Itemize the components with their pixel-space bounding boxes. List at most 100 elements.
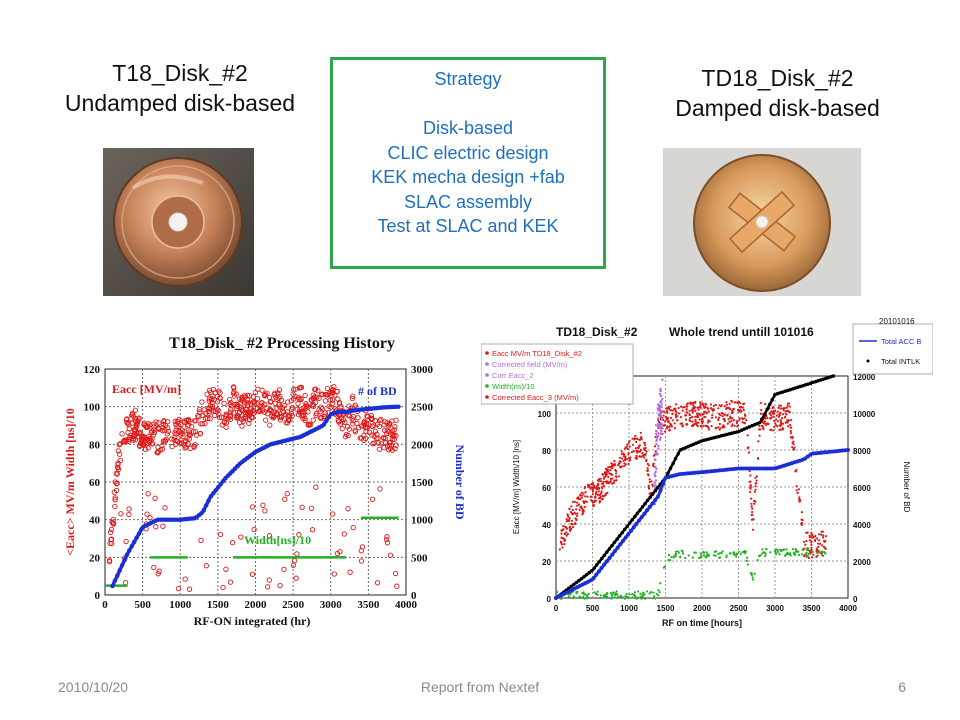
eacc-point	[596, 486, 599, 489]
eacc-point	[568, 517, 571, 520]
legend-entry: Width(ns)/10	[492, 382, 535, 391]
eacc-point	[564, 525, 567, 528]
eacc-point	[619, 465, 622, 468]
eacc-point	[730, 419, 733, 423]
eacc-point	[245, 410, 251, 417]
eacc-point	[290, 562, 297, 568]
eacc-point	[358, 548, 364, 554]
eacc-point	[786, 402, 789, 405]
eacc-point	[576, 512, 579, 515]
eacc-point	[115, 466, 122, 473]
eacc-point	[131, 427, 137, 433]
width-point	[657, 589, 660, 592]
width-point	[667, 559, 670, 562]
eacc-point	[147, 439, 153, 446]
intlk-curve-point	[630, 518, 635, 522]
eacc-point	[702, 420, 705, 423]
width-point	[679, 555, 682, 558]
eacc-point	[688, 413, 691, 416]
y-axis-label: Eacc [MV/m] Width/10 [ns]	[512, 440, 521, 534]
eacc-point	[378, 441, 385, 447]
bd-curve-point	[129, 544, 134, 549]
eacc-point	[107, 529, 114, 536]
eacc-point	[677, 406, 680, 410]
eacc-point	[706, 406, 709, 409]
eacc-point	[604, 492, 607, 495]
width-point	[702, 554, 705, 557]
legend-entry: Corr Eacc_2	[492, 371, 534, 380]
eacc-point	[581, 494, 584, 497]
eacc-point	[704, 403, 708, 406]
eacc-point	[714, 403, 717, 406]
eacc-point	[181, 428, 188, 434]
eacc-point	[684, 414, 687, 417]
acc-curve-point	[639, 515, 644, 520]
eacc-point	[292, 386, 299, 392]
eacc-point	[255, 386, 261, 392]
eacc-point	[719, 405, 723, 408]
bd-curve-point	[117, 568, 122, 573]
eacc-point	[117, 441, 123, 447]
width-point	[639, 592, 642, 595]
eacc-point	[386, 440, 392, 446]
eacc-point	[277, 393, 283, 400]
eacc-point	[821, 544, 824, 547]
eacc-point	[748, 470, 751, 473]
eacc-point	[784, 410, 787, 413]
width-point	[717, 552, 720, 555]
eacc-point	[728, 420, 731, 423]
width-point	[756, 559, 759, 562]
field-point	[658, 438, 662, 441]
width-point	[691, 556, 694, 559]
eacc-point	[238, 404, 244, 410]
eacc-point	[312, 386, 318, 393]
x-tick-label: 2500	[282, 599, 305, 611]
width-point	[674, 550, 677, 553]
x-tick-label: 500	[586, 604, 600, 613]
x-tick-label: 3500	[803, 604, 821, 613]
eacc-point	[789, 423, 792, 427]
eacc-point	[279, 405, 286, 411]
eacc-point	[285, 416, 292, 423]
acc-curve-point	[634, 521, 639, 526]
eacc-point	[627, 462, 630, 465]
eacc-point	[670, 425, 673, 428]
eacc-point	[285, 399, 291, 405]
eacc-point	[192, 428, 199, 435]
eacc-point	[640, 435, 643, 439]
eacc-point	[792, 448, 795, 451]
acc-curve-point	[618, 542, 623, 547]
eacc-point	[635, 457, 638, 460]
eacc-point	[265, 584, 271, 590]
intlk-curve-point	[671, 461, 675, 466]
y2-tick-label: 1500	[411, 477, 434, 489]
eacc-point	[719, 427, 722, 430]
intlk-curve-point	[579, 576, 584, 581]
eacc-point	[707, 410, 710, 413]
eacc-point	[281, 566, 287, 573]
eacc-point	[191, 443, 197, 449]
field-point	[654, 432, 658, 436]
eacc-point	[679, 416, 682, 419]
eacc-point	[247, 410, 254, 416]
eacc-point	[223, 566, 229, 572]
eacc-point	[346, 413, 353, 419]
eacc-point	[646, 462, 649, 465]
eacc-point	[750, 497, 753, 500]
eacc-point	[369, 432, 375, 438]
eacc-point	[626, 447, 629, 451]
eacc-point	[294, 406, 300, 412]
eacc-point	[665, 410, 668, 413]
eacc-point	[160, 421, 167, 427]
width-point	[612, 591, 615, 594]
field-point	[657, 432, 660, 435]
width-point	[776, 548, 779, 551]
eacc-point	[753, 502, 756, 505]
eacc-point	[134, 430, 140, 437]
eacc-point	[274, 396, 280, 403]
intlk-curve-point	[610, 543, 614, 548]
width-point	[652, 591, 655, 594]
eacc-point	[653, 445, 657, 448]
width-point	[743, 549, 746, 553]
eacc-point	[349, 395, 355, 402]
